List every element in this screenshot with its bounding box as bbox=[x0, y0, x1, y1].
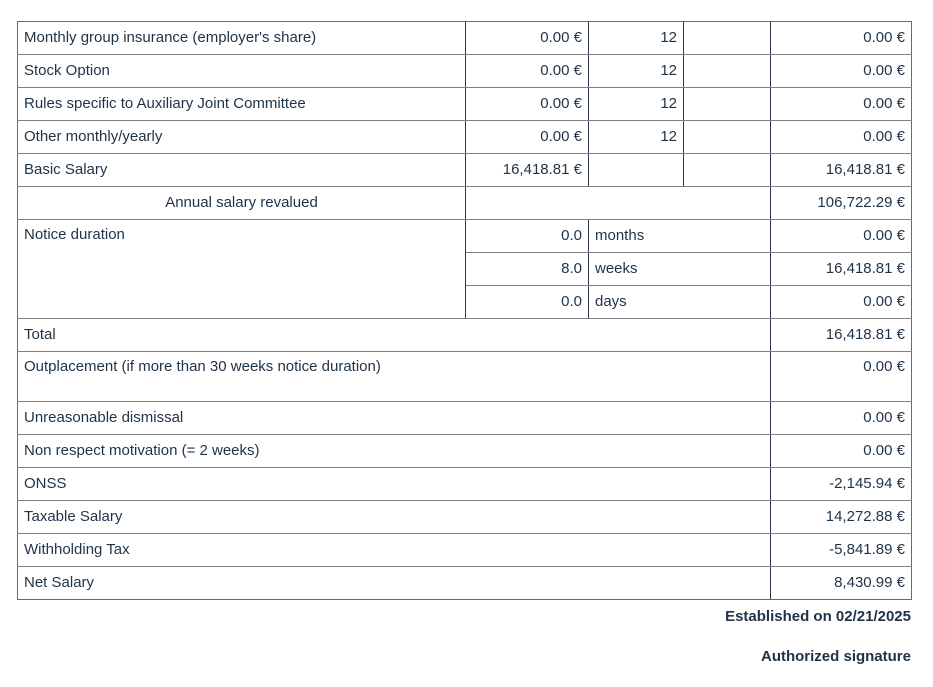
table-row-outplacement: Outplacement (if more than 30 weeks noti… bbox=[17, 351, 912, 402]
notice-unit-cell: days bbox=[588, 285, 771, 319]
table-row-monthly-insurance: Monthly group insurance (employer's shar… bbox=[17, 21, 912, 55]
table-row-notice-weeks: 8.0 weeks 16,418.81 € bbox=[18, 252, 912, 286]
table-row-onss: ONSS -2,145.94 € bbox=[17, 467, 912, 501]
total-cell: 0.00 € bbox=[770, 401, 912, 435]
table-row-annual-salary-revalued: Annual salary revalued 106,722.29 € bbox=[17, 186, 912, 220]
row-label-cell: Basic Salary bbox=[17, 153, 466, 187]
empty-cell bbox=[683, 54, 771, 88]
empty-cell bbox=[683, 87, 771, 121]
table-row-other-monthly-yearly: Other monthly/yearly 0.00 € 12 0.00 € bbox=[17, 120, 912, 154]
empty-cell bbox=[465, 186, 771, 220]
row-label-cell: Rules specific to Auxiliary Joint Commit… bbox=[17, 87, 466, 121]
total-cell: 8,430.99 € bbox=[770, 566, 912, 600]
total-cell: -5,841.89 € bbox=[770, 533, 912, 567]
notice-value-cell: 0.0 bbox=[465, 219, 589, 253]
table-row-notice-months: Notice duration 0.0 months 0.00 € bbox=[17, 219, 912, 319]
factor-cell: 12 bbox=[588, 21, 684, 55]
total-cell: 0.00 € bbox=[770, 351, 912, 402]
table-row-auxiliary-committee: Rules specific to Auxiliary Joint Commit… bbox=[17, 87, 912, 121]
total-cell: 16,418.81 € bbox=[770, 318, 912, 352]
total-cell: 106,722.29 € bbox=[770, 186, 912, 220]
established-date-text: Established on 02/21/2025 bbox=[725, 608, 911, 625]
total-cell: 0.00 € bbox=[770, 219, 912, 253]
table-row-non-respect-motivation: Non respect motivation (= 2 weeks) 0.00 … bbox=[17, 434, 912, 468]
empty-cell bbox=[588, 153, 684, 187]
empty-cell bbox=[683, 120, 771, 154]
row-label-cell: Unreasonable dismissal bbox=[17, 401, 771, 435]
table-row-withholding-tax: Withholding Tax -5,841.89 € bbox=[17, 533, 912, 567]
total-cell: 0.00 € bbox=[770, 285, 912, 319]
total-cell: 0.00 € bbox=[770, 120, 912, 154]
row-label-cell: Annual salary revalued bbox=[17, 186, 466, 220]
notice-unit-cell: months bbox=[588, 219, 771, 253]
salary-calculation-table: Monthly group insurance (employer's shar… bbox=[17, 21, 912, 600]
row-label-cell: Withholding Tax bbox=[17, 533, 771, 567]
notice-unit-cell: weeks bbox=[588, 252, 771, 286]
total-cell: 16,418.81 € bbox=[770, 153, 912, 187]
empty-cell bbox=[683, 21, 771, 55]
notice-value-cell: 8.0 bbox=[465, 252, 589, 286]
row-label-cell: Outplacement (if more than 30 weeks noti… bbox=[17, 351, 771, 402]
total-cell: 16,418.81 € bbox=[770, 252, 912, 286]
row-label-cell: Total bbox=[17, 318, 771, 352]
total-cell: 0.00 € bbox=[770, 21, 912, 55]
row-label-cell: Net Salary bbox=[17, 566, 771, 600]
factor-cell: 12 bbox=[588, 87, 684, 121]
total-cell: 0.00 € bbox=[770, 434, 912, 468]
amount-cell: 0.00 € bbox=[465, 120, 589, 154]
amount-cell: 0.00 € bbox=[465, 54, 589, 88]
table-row-unreasonable-dismissal: Unreasonable dismissal 0.00 € bbox=[17, 401, 912, 435]
table-row-stock-option: Stock Option 0.00 € 12 0.00 € bbox=[17, 54, 912, 88]
row-label-cell: Non respect motivation (= 2 weeks) bbox=[17, 434, 771, 468]
row-label-cell: ONSS bbox=[17, 467, 771, 501]
table-row-basic-salary: Basic Salary 16,418.81 € 16,418.81 € bbox=[17, 153, 912, 187]
notice-value-cell: 0.0 bbox=[465, 285, 589, 319]
empty-cell bbox=[683, 153, 771, 187]
table-row-total: Total 16,418.81 € bbox=[17, 318, 912, 352]
total-cell: 14,272.88 € bbox=[770, 500, 912, 534]
row-label-cell: Other monthly/yearly bbox=[17, 120, 466, 154]
amount-cell: 0.00 € bbox=[465, 21, 589, 55]
total-cell: 0.00 € bbox=[770, 87, 912, 121]
table-row-taxable-salary: Taxable Salary 14,272.88 € bbox=[17, 500, 912, 534]
row-label-cell: Monthly group insurance (employer's shar… bbox=[17, 21, 466, 55]
row-label-cell: Taxable Salary bbox=[17, 500, 771, 534]
table-row-notice-days: 0.0 days 0.00 € bbox=[18, 285, 912, 319]
factor-cell: 12 bbox=[588, 54, 684, 88]
total-cell: 0.00 € bbox=[770, 54, 912, 88]
row-label-cell: Stock Option bbox=[17, 54, 466, 88]
table-row-net-salary: Net Salary 8,430.99 € bbox=[17, 566, 912, 600]
row-label-cell: Notice duration bbox=[17, 219, 466, 319]
factor-cell: 12 bbox=[588, 120, 684, 154]
amount-cell: 0.00 € bbox=[465, 87, 589, 121]
authorized-signature-text: Authorized signature bbox=[760, 648, 911, 665]
amount-cell: 16,418.81 € bbox=[465, 153, 589, 187]
total-cell: -2,145.94 € bbox=[770, 467, 912, 501]
